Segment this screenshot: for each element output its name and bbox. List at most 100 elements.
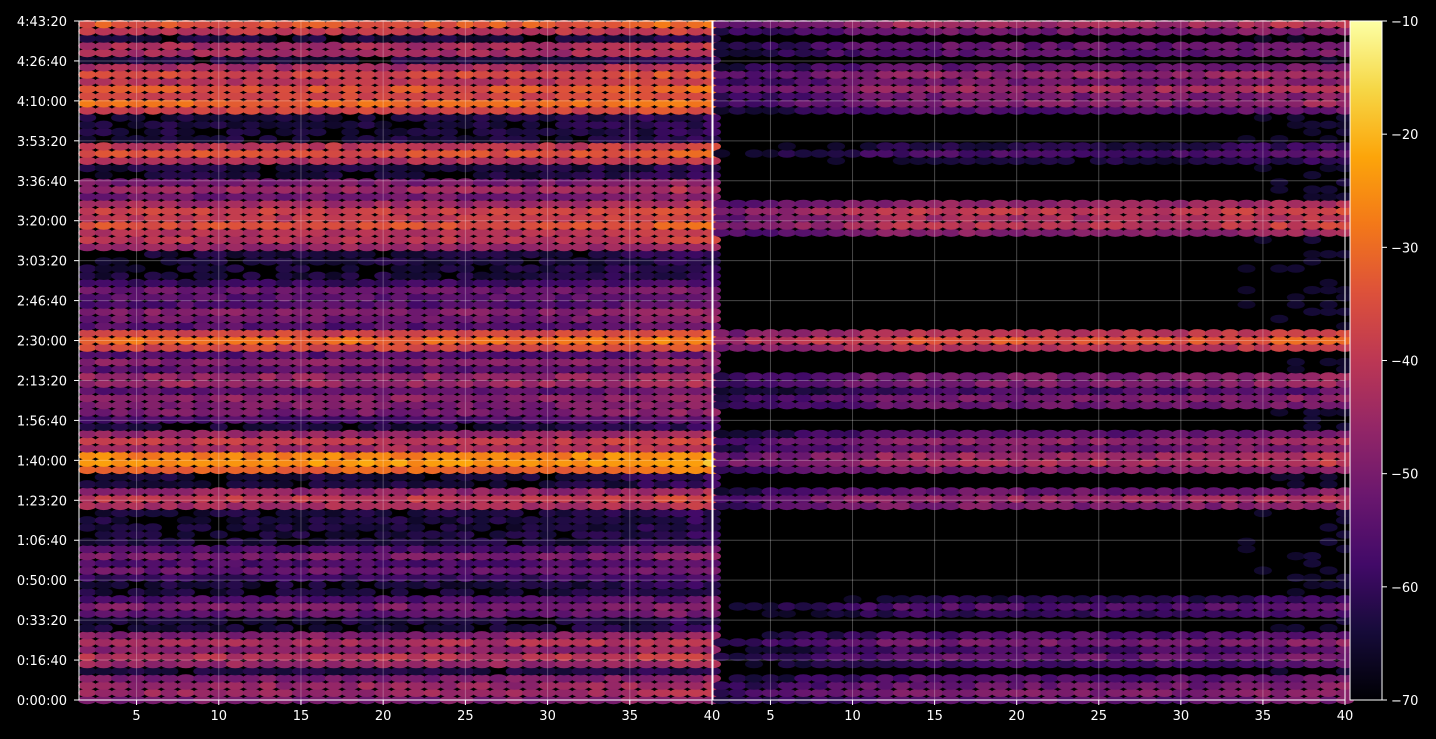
heat-cell [407, 631, 426, 640]
heat-cell [587, 652, 606, 662]
heat-cell [653, 602, 672, 611]
heat-cell [670, 278, 689, 288]
heat-cell [472, 84, 491, 94]
heat-cell [1286, 343, 1305, 352]
heat-cell [1221, 652, 1240, 662]
heat-cell [144, 127, 162, 137]
heat-cell [686, 149, 705, 158]
heat-cell [242, 199, 261, 209]
heat-cell [686, 566, 705, 575]
heat-cell [1040, 214, 1059, 223]
heat-cell [637, 135, 656, 144]
heat-cell [111, 307, 130, 316]
heat-cell [712, 199, 731, 209]
heat-cell [341, 401, 360, 410]
heat-cell [423, 156, 442, 165]
heat-cell [620, 688, 639, 697]
heat-cell [111, 214, 130, 223]
heat-cell [275, 566, 294, 575]
heat-cell [226, 336, 245, 345]
heat-cell [374, 616, 393, 626]
heat-cell [571, 422, 590, 431]
heat-cell [357, 508, 376, 518]
heat-cell [226, 429, 245, 439]
heat-cell [226, 163, 245, 173]
heat-cell [1319, 286, 1338, 295]
heat-cell [374, 142, 393, 151]
heat-cell [958, 429, 977, 439]
heat-cell [111, 494, 130, 503]
heat-cell [209, 293, 228, 302]
heat-cell [489, 185, 508, 194]
heat-cell [390, 336, 409, 345]
heat-cell [728, 206, 747, 216]
heat-cell [1040, 386, 1059, 396]
heat-cell [489, 674, 508, 683]
heat-cell [1073, 681, 1092, 690]
heat-cell [242, 537, 261, 546]
heat-cell [226, 508, 245, 518]
heat-cell [1303, 465, 1322, 475]
heat-cell [1204, 602, 1223, 611]
heat-cell [176, 106, 195, 115]
heat-cell [144, 221, 162, 230]
heat-cell [1188, 652, 1207, 662]
heat-cell [777, 199, 796, 209]
heat-cell [604, 623, 623, 633]
heat-cell [341, 34, 360, 43]
heat-cell [1237, 214, 1256, 223]
heat-cell [472, 508, 491, 518]
heat-cell [94, 401, 113, 410]
heat-cell [1303, 451, 1322, 460]
heat-cell [1024, 156, 1043, 165]
heat-cell [275, 235, 294, 245]
heat-cell [1188, 494, 1207, 503]
heat-cell [1155, 156, 1174, 165]
heat-cell [686, 77, 705, 86]
heat-cell [472, 458, 491, 467]
heat-cell [1155, 487, 1174, 496]
heat-cell [876, 228, 895, 237]
heat-cell [909, 631, 928, 640]
heat-cell [925, 609, 944, 618]
heat-cell [653, 336, 672, 345]
heat-cell [991, 199, 1010, 209]
heat-cell [456, 257, 475, 266]
heat-cell [439, 365, 458, 374]
heat-cell [472, 250, 491, 259]
heat-cell [439, 286, 458, 295]
heat-cell [472, 667, 491, 676]
heat-cell [1303, 645, 1322, 654]
heat-cell [160, 458, 179, 467]
heat-cell [777, 458, 796, 467]
heat-cell [275, 458, 294, 467]
heat-cell [209, 681, 228, 690]
heat-cell [111, 235, 130, 245]
heat-cell [374, 127, 393, 137]
heat-cell [620, 307, 639, 316]
heat-cell [193, 300, 212, 309]
heat-cell [843, 429, 862, 439]
heat-cell [1155, 631, 1174, 640]
heat-cell [78, 566, 97, 575]
heat-cell [390, 429, 409, 439]
heat-cell [522, 638, 541, 647]
heat-cell [193, 70, 212, 79]
heat-cell [242, 322, 261, 331]
heat-cell [259, 415, 278, 424]
heat-cell [653, 271, 672, 280]
heat-cell [308, 278, 327, 288]
heat-cell [925, 645, 944, 654]
heat-cell [942, 379, 960, 388]
heat-cell [670, 415, 689, 424]
heat-cell [1040, 444, 1059, 453]
heat-cell [670, 91, 689, 101]
heat-cell [242, 192, 261, 201]
heat-cell [78, 422, 97, 431]
heat-cell [259, 429, 278, 439]
heat-cell [472, 523, 491, 532]
heat-cell [1221, 429, 1240, 439]
heat-cell [226, 343, 245, 352]
heat-cell [1007, 343, 1026, 352]
heat-cell [505, 127, 524, 137]
